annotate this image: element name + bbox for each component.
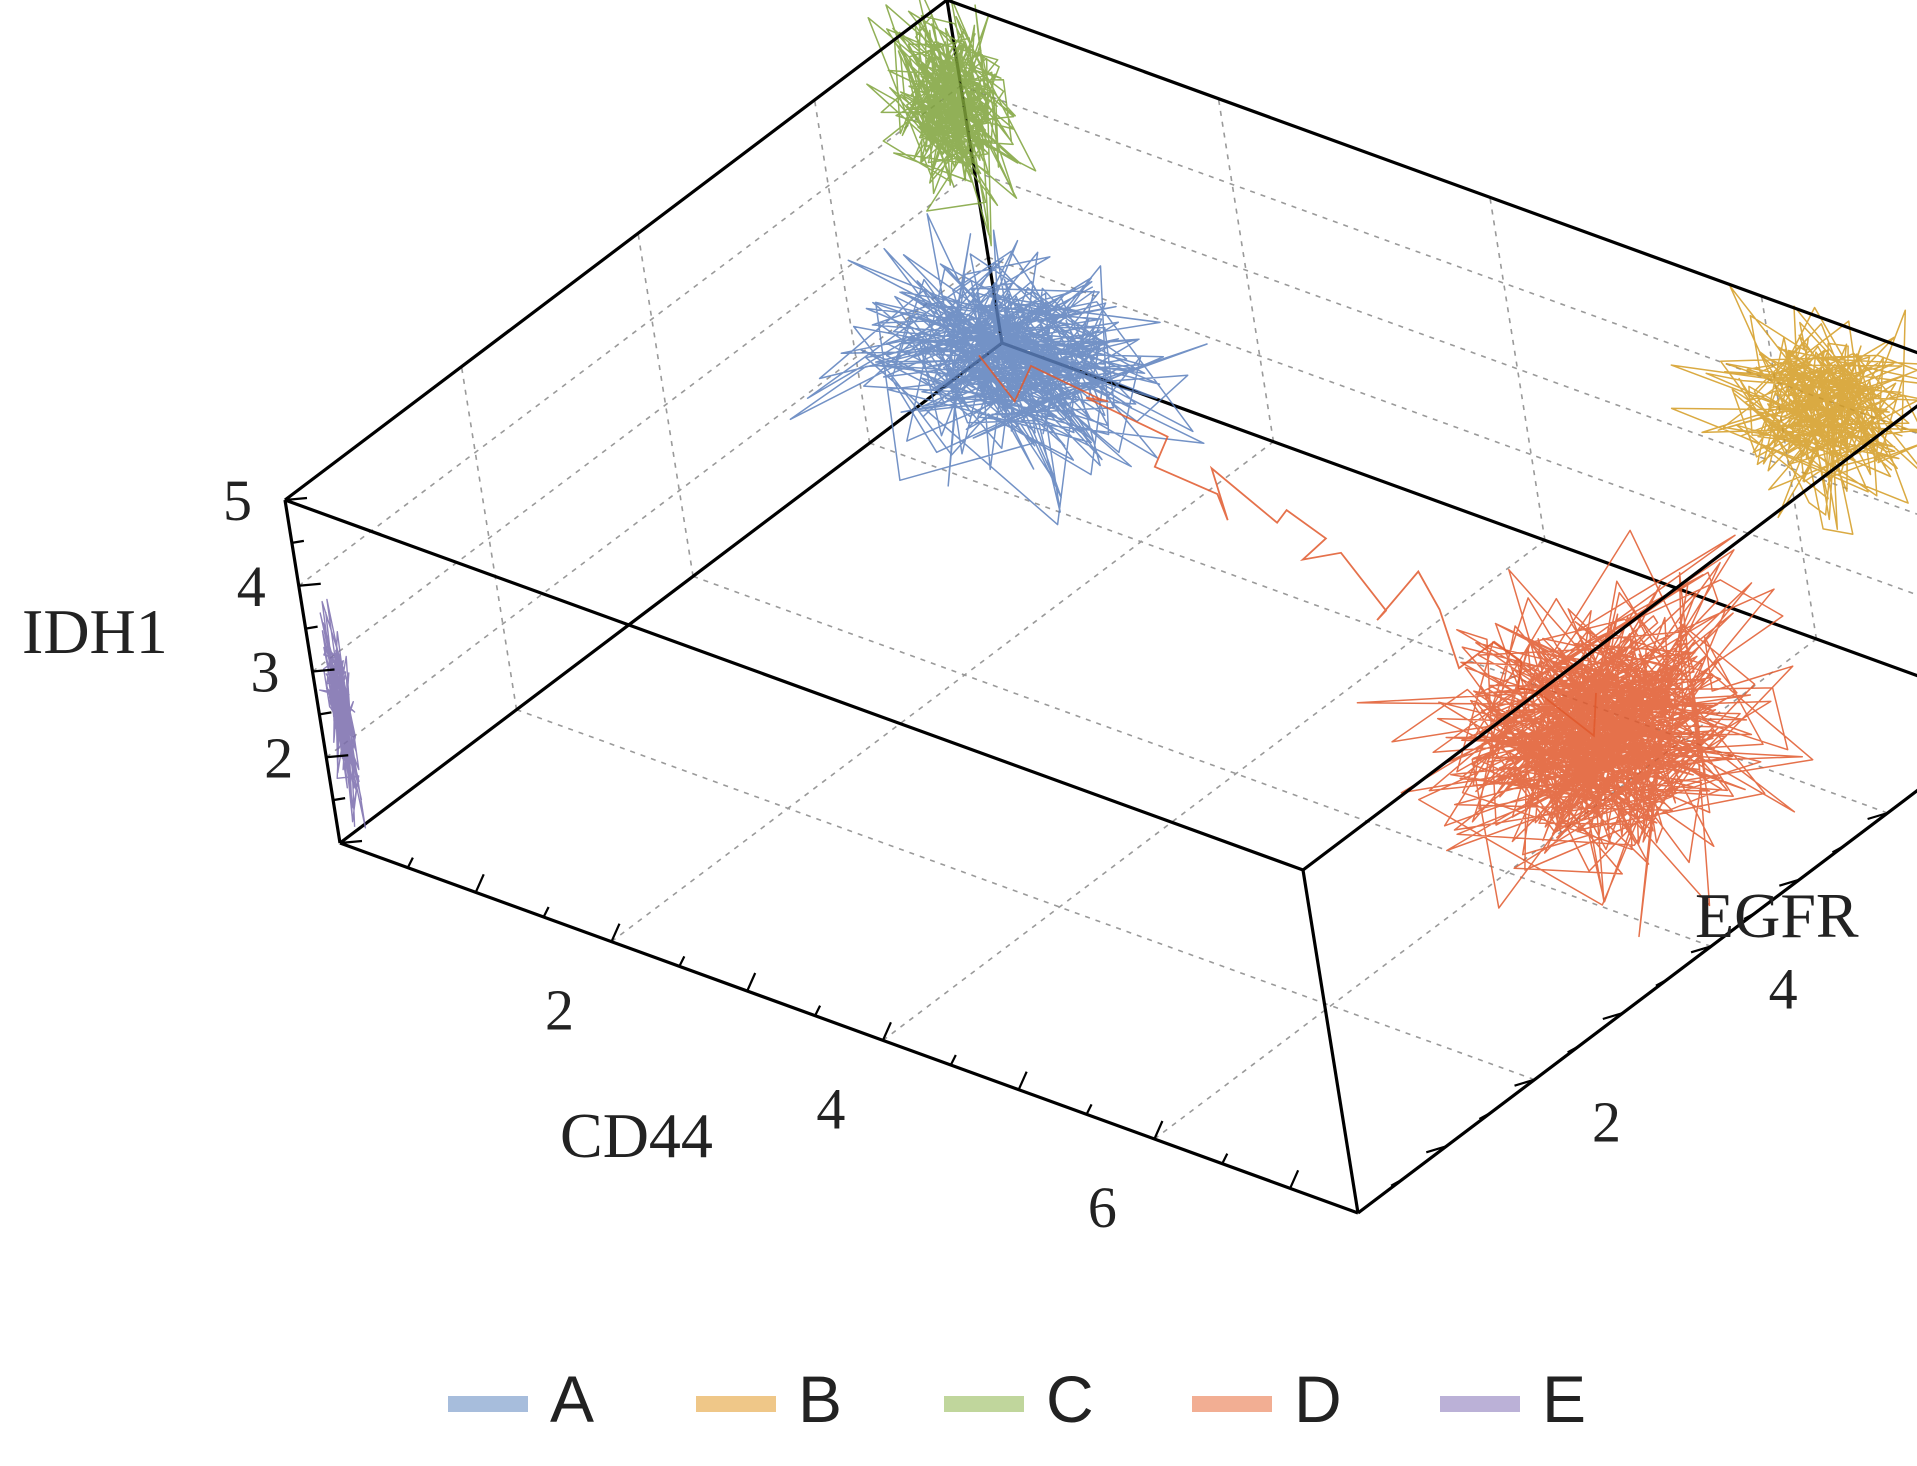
box-edge-back xyxy=(1357,788,1917,1215)
x-tick-mark xyxy=(1153,1120,1164,1140)
grid-line-backwall-x xyxy=(1489,197,1546,541)
x-tick-mark xyxy=(1085,1103,1093,1115)
legend: A B C D E xyxy=(448,1362,1586,1436)
series-d-trajectory xyxy=(1356,529,1814,938)
tick-layer: 2345246246 xyxy=(223,468,1888,1240)
box-edge-front xyxy=(946,0,1917,355)
y-tick-mark xyxy=(1779,878,1800,887)
grid-line-backwall-z xyxy=(946,0,1917,354)
x-tick-mark xyxy=(474,873,485,893)
box-edge-front xyxy=(1301,869,1360,1214)
grid-line-backwall-x xyxy=(1217,98,1275,442)
grid-line-leftwall-z xyxy=(325,256,989,758)
y-tick-mark xyxy=(1514,1078,1535,1087)
grid-line-backwall-z xyxy=(974,170,1917,515)
y-tick-mark xyxy=(1690,945,1712,954)
box-back-edges xyxy=(283,0,1917,1215)
x-tick-label: 2 xyxy=(545,978,574,1043)
x-axis-label: CD44 xyxy=(560,1100,713,1171)
y-tick-mark xyxy=(1602,1011,1624,1021)
x-tick-mark xyxy=(1017,1071,1028,1091)
series-layer xyxy=(319,0,1917,938)
x-tick-mark xyxy=(542,906,550,918)
z-tick-mark xyxy=(312,668,335,673)
grid-line-backwall-x xyxy=(1760,295,1818,640)
x-tick-mark xyxy=(881,1021,892,1041)
legend-label-e: E xyxy=(1542,1362,1586,1436)
grid-line-leftwall-y xyxy=(460,366,518,710)
grid-line-floor-y xyxy=(869,442,1888,814)
series-e-trajectory xyxy=(319,598,367,829)
grid-line-leftwall-y xyxy=(637,233,694,577)
legend-swatch-b xyxy=(696,1396,776,1412)
z-tick-label: 3 xyxy=(251,640,280,705)
z-axis-label: IDH1 xyxy=(22,596,168,667)
grid-line-leftwall-y xyxy=(813,99,871,444)
grid-line-leftwall-z xyxy=(312,170,975,673)
box-front-edges xyxy=(284,0,1917,1214)
y-tick-mark xyxy=(1478,1112,1491,1120)
legend-swatch-c xyxy=(944,1396,1024,1412)
legend-label-d: D xyxy=(1294,1362,1342,1436)
z-tick-mark xyxy=(284,496,308,502)
x-tick-mark xyxy=(1289,1169,1300,1189)
series-a-trajectory xyxy=(789,213,1208,526)
box-edge-back xyxy=(339,841,1359,1215)
z-tick-mark xyxy=(339,839,363,845)
grid-line-floor-x xyxy=(610,441,1274,943)
legend-label-c: C xyxy=(1046,1362,1094,1436)
x-tick-label: 6 xyxy=(1088,1175,1117,1240)
legend-swatch-d xyxy=(1192,1396,1272,1412)
z-tick-mark xyxy=(326,754,349,759)
z-tick-label: 2 xyxy=(264,725,293,790)
y-tick-label: 4 xyxy=(1769,956,1798,1021)
y-tick-mark xyxy=(1390,1178,1403,1187)
y-axis-label: EGFR xyxy=(1695,880,1859,951)
y-tick-mark xyxy=(1831,845,1844,854)
series-c-trajectory xyxy=(866,0,1037,247)
z-tick-mark xyxy=(298,582,321,587)
grid-line-floor-x xyxy=(882,539,1546,1041)
y-tick-mark xyxy=(1867,811,1888,821)
x-tick-mark xyxy=(610,923,621,943)
legend-swatch-a xyxy=(448,1396,528,1412)
z-tick-label: 5 xyxy=(223,468,252,533)
series-b-trajectory xyxy=(1670,285,1917,535)
x-tick-mark xyxy=(406,857,414,869)
box-edge-back xyxy=(339,341,1003,845)
x-tick-mark xyxy=(814,1005,822,1017)
y-tick-mark xyxy=(1425,1145,1447,1154)
grid-line-backwall-z xyxy=(987,256,1917,596)
box-edge-back xyxy=(1001,341,1917,678)
y-tick-mark xyxy=(1743,912,1756,920)
grid-line-floor-y xyxy=(516,708,1535,1081)
z-tick-mark xyxy=(332,797,346,802)
z-tick-mark xyxy=(305,625,318,630)
y-tick-mark xyxy=(1655,978,1668,987)
z-tick-label: 4 xyxy=(237,554,266,619)
box-edge-front xyxy=(1302,404,1917,872)
y-tick-mark xyxy=(1567,1045,1580,1054)
box-edge-front xyxy=(284,0,948,502)
x-tick-mark xyxy=(1221,1153,1229,1165)
legend-label-b: B xyxy=(798,1362,842,1436)
x-tick-mark xyxy=(678,955,686,967)
x-tick-mark xyxy=(746,972,757,992)
x-tick-mark xyxy=(949,1054,957,1066)
y-tick-label: 2 xyxy=(1592,1090,1621,1155)
z-tick-mark xyxy=(291,539,305,544)
grid-layer xyxy=(284,0,1917,1140)
grid-line-floor-y xyxy=(692,575,1712,948)
x-tick-label: 4 xyxy=(816,1076,845,1141)
z-tick-mark xyxy=(319,711,332,716)
legend-swatch-e xyxy=(1440,1396,1520,1412)
legend-label-a: A xyxy=(550,1362,594,1436)
box-edge-front xyxy=(284,498,1304,872)
